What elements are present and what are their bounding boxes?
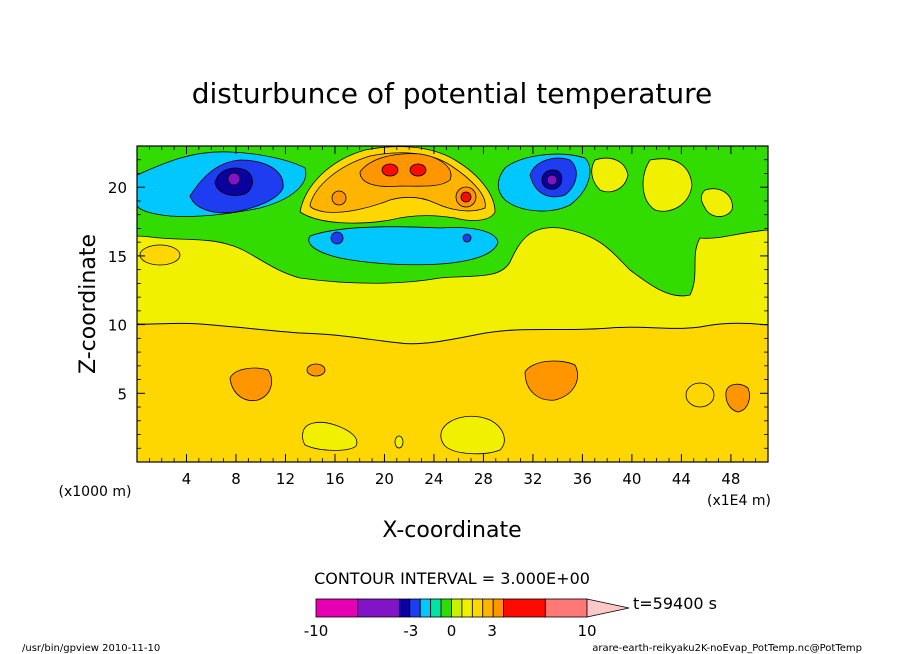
warm-spot-4	[306, 363, 326, 377]
red-core-1	[381, 163, 399, 177]
colorbar-label: 10	[577, 622, 596, 640]
colorbar-segment	[492, 598, 505, 618]
red-core-2	[409, 163, 427, 177]
colorbar-segment	[503, 598, 546, 618]
colorbar-segment	[544, 598, 588, 618]
colorbar-segment	[461, 598, 473, 618]
x-tick-label: 20	[375, 470, 394, 488]
cyan-center	[308, 226, 499, 266]
boundary-contour	[137, 322, 768, 345]
x-tick-label: 28	[474, 470, 493, 488]
y-axis-label: Z-coordinate	[76, 234, 101, 374]
colorbar-label: -10	[304, 622, 329, 640]
x-tick-label: 12	[276, 470, 295, 488]
blue-spot-center	[330, 231, 344, 245]
yellow-blob-left	[139, 244, 181, 266]
red-core-3	[460, 191, 472, 203]
warm-dome-inner	[359, 153, 452, 187]
yellow-spot-2	[440, 416, 505, 455]
colorbar-segment	[471, 598, 484, 618]
colorbar-segment	[357, 598, 400, 618]
x-unit-label: (x1E4 m)	[707, 493, 771, 509]
x-axis-label: X-coordinate	[382, 518, 521, 543]
colorbar-segment	[482, 598, 494, 618]
x-tick-label: 44	[672, 470, 691, 488]
x-tick-label: 36	[573, 470, 592, 488]
contour-interval-text: CONTOUR INTERVAL = 3.000E+00	[314, 569, 590, 588]
plot-area	[137, 146, 768, 462]
warm-spot-3	[725, 383, 750, 413]
colorbar-segment	[430, 598, 442, 618]
x-tick-label: 8	[231, 470, 241, 488]
yellow-blob-right	[642, 158, 693, 212]
colorbar-segment	[419, 598, 432, 618]
colorbar-arrow	[586, 598, 630, 618]
warm-dome-left-lobe	[331, 190, 347, 206]
footer-right: arare-earth-reikyaku2K-noEvap_PotTemp.nc…	[592, 643, 862, 654]
yellow-blob-far-right	[700, 188, 733, 217]
colorbar: -10 -3 0 3 10	[304, 598, 630, 640]
footer-left: /usr/bin/gpview 2010-11-10	[22, 643, 160, 654]
colorbar-label: 0	[447, 622, 457, 640]
y-tick-label: 15	[108, 248, 127, 266]
colorbar-segment	[440, 598, 452, 618]
purple-core-right	[546, 174, 558, 186]
colorbar-segment	[398, 598, 411, 618]
colorbar-label: 3	[487, 622, 497, 640]
x-axis-ticks: 4 8 12 16 20 24 28 32 36 40 44 48	[148, 146, 757, 488]
x-tick-label: 40	[622, 470, 641, 488]
yellow-spot-3	[394, 435, 404, 449]
x-tick-label: 48	[721, 470, 740, 488]
chart-title: disturbunce of potential temperature	[192, 77, 713, 110]
warm-spot-1	[229, 367, 273, 402]
yellow-spot-1	[302, 421, 358, 451]
y-tick-label: 5	[117, 385, 127, 403]
colorbar-label: -3	[403, 622, 418, 640]
warm-spot-5	[685, 382, 715, 408]
y-tick-label: 10	[108, 317, 127, 335]
colorbar-segment	[451, 598, 463, 618]
y-tick-label: 20	[108, 179, 127, 197]
yellow-blob-top-right	[591, 157, 629, 193]
plot-frame	[136, 145, 769, 463]
colorbar-segment	[315, 598, 359, 618]
purple-core-left	[227, 172, 241, 186]
y-unit-label: (x1000 m)	[59, 484, 132, 500]
warm-spot-2	[524, 360, 579, 401]
time-label: t=59400 s	[633, 594, 717, 613]
colorbar-segment	[409, 598, 421, 618]
y-axis-ticks: 5 10 15 20	[108, 159, 768, 449]
x-tick-label: 32	[523, 470, 542, 488]
blue-spot-right	[462, 233, 472, 243]
x-tick-label: 4	[182, 470, 192, 488]
x-tick-label: 24	[424, 470, 443, 488]
x-tick-label: 16	[325, 470, 344, 488]
